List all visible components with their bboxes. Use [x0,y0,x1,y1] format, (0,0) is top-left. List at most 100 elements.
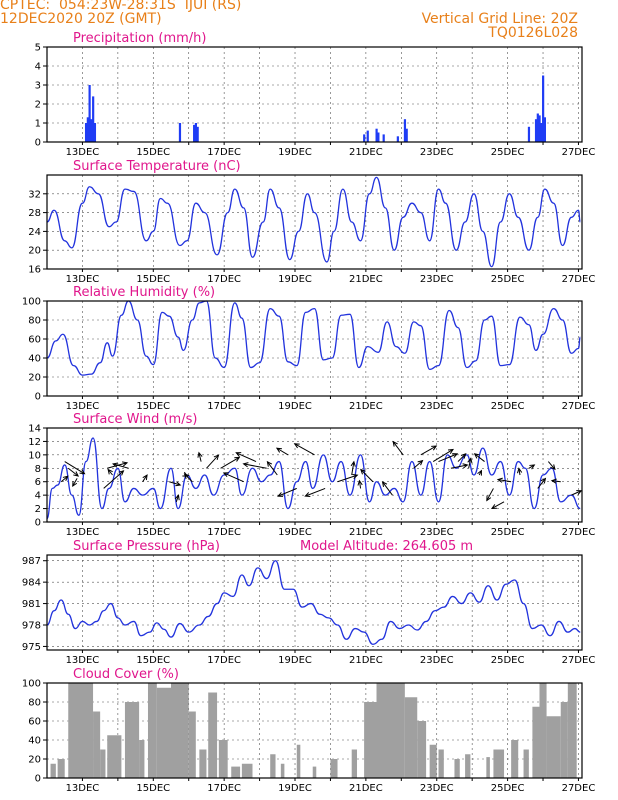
precip-bar [536,113,539,142]
cloud-bar [57,759,65,778]
x-tick-label: 19DEC [278,147,312,158]
y-tick-label: 24 [28,227,41,238]
wind-arrow-head [73,471,80,477]
panel-title: Surface Pressure (hPa) [73,539,220,554]
x-tick-label: 15DEC [136,783,170,794]
y-tick-label: 0 [35,392,41,403]
wind-arrow-head [222,472,229,478]
x-tick-label: 13DEC [66,401,100,412]
wind-arrow-head [477,469,482,476]
wind-arrow [457,453,467,462]
wind-arrow [175,495,179,503]
cloud-bar [560,702,568,778]
wind-arrow [438,453,458,463]
wind-arrow [67,467,79,477]
precip-bar [193,124,196,142]
wind-arrow-head [182,471,189,477]
wind-arrow [294,443,315,456]
wind-arrow [198,452,202,462]
y-tick-label: 20 [28,246,41,257]
y-tick-label: 2 [35,504,41,515]
wind-arrow-head [550,464,556,471]
cloud-bar [296,744,301,778]
cloud-bar [511,740,519,778]
cloud-bar [493,749,505,778]
x-tick-label: 27DEC [562,147,596,158]
x-tick-label: 21DEC [349,527,383,538]
wind-arrow [358,480,362,489]
cloud-bar [124,702,140,778]
plot-frame [46,427,583,523]
y-tick-label: 100 [22,297,41,308]
x-tick-label: 21DEC [349,147,383,158]
y-tick-label: 32 [28,189,41,200]
plot-frame [46,682,583,779]
y-tick-label: 28 [28,208,41,219]
plot-frame [46,300,583,397]
cloud-bar [330,759,338,778]
cloud-bar [280,763,285,778]
wind-arrow-head [197,451,203,458]
wind-arrow [277,487,297,497]
wind-arrow-head [550,478,557,484]
cloud-bar [364,702,377,778]
wind-arrow-head [79,469,86,475]
wind-arrow-head [473,453,480,459]
wind-arrow-head [460,453,467,459]
cloud-bar [270,754,276,778]
wind-arrow-head [529,464,536,470]
wind-arrow-head [242,462,249,468]
wind-arrow-head [234,456,241,462]
wind-arrow-head [213,454,220,461]
wind-arrow [571,490,582,496]
wind-arrow [392,441,404,456]
wind-arrow-head [352,473,359,479]
x-tick-label: 19DEC [278,783,312,794]
x-tick-label: 15DEC [136,527,170,538]
wind-arrow-head [431,445,438,451]
x-tick-label: 21DEC [349,783,383,794]
wind-arrow [220,456,240,469]
y-tick-label: 0 [35,774,41,785]
precip-bar [363,134,366,142]
wind-arrow-head [417,459,424,466]
cloud-bar [199,749,207,778]
wind-arrow [474,453,485,462]
y-tick-label: 6 [35,477,41,488]
wind-arrow [236,452,257,463]
cloud-bar [417,721,427,778]
wind-arrow-head [174,494,180,501]
precip-bar [542,75,545,142]
x-tick-label: 21DEC [349,274,383,285]
wind-arrow [107,469,113,476]
y-tick-label: 80 [28,698,41,709]
wind-arrow [60,475,69,483]
cloud-bar [567,683,577,778]
x-tick-label: 13DEC [66,527,100,538]
wind-arrow-head [183,473,190,479]
plot-frame [46,46,583,143]
wind-arrow [169,481,181,486]
wind-arrow [537,478,546,489]
x-tick-label: 13DEC [66,147,100,158]
wind-arrow [497,479,512,483]
y-tick-label: 4 [35,62,41,73]
y-tick-label: 2 [35,100,41,111]
wind-arrow [72,478,78,487]
x-tick-label: 25DEC [491,783,525,794]
cloud-bar [486,757,490,778]
y-tick-label: 40 [28,736,41,747]
wind-arrow [64,461,85,475]
plot-frame [46,174,583,270]
y-tick-label: 0 [35,138,41,149]
x-tick-label: 23DEC [420,783,454,794]
wind-arrow-head [111,462,119,468]
x-tick-label: 23DEC [420,401,454,412]
wind-arrow-head [496,477,503,483]
precip-bar [527,126,531,142]
x-tick-label: 19DEC [278,527,312,538]
x-tick-label: 25DEC [491,401,525,412]
wind-arrow-head [235,452,242,457]
wind-arrow-head [467,457,473,464]
y-tick-label: 0 [35,518,41,529]
